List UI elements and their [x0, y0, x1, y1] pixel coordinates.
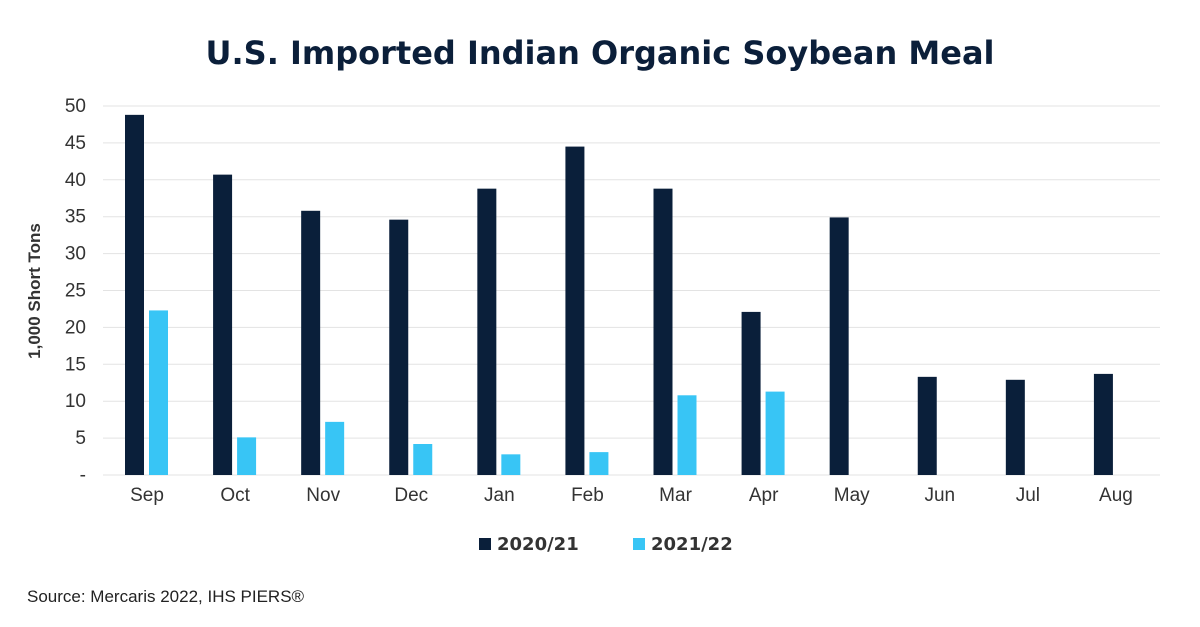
y-tick-label: 50 [65, 96, 86, 117]
bars [125, 114, 1113, 476]
bar-2021-22-mar [677, 395, 697, 475]
bar-2020-21-jan [477, 188, 497, 475]
bar-2020-21-sep [125, 114, 144, 475]
x-tick-label: Mar [659, 485, 692, 506]
y-tick-label: 45 [65, 133, 86, 154]
x-tick-label: Jun [924, 485, 955, 506]
legend-label: 2020/21 [497, 534, 579, 555]
x-tick-label: Jul [1016, 485, 1040, 506]
y-tick-label: 20 [65, 317, 86, 338]
y-tick-label: 25 [65, 281, 86, 302]
y-axis-ticks: - 5 10 15 20 25 30 35 40 45 50 [65, 96, 86, 486]
y-tick-label: 5 [75, 428, 86, 449]
legend: 2020/21 2021/22 [479, 534, 733, 555]
y-tick-label: 35 [65, 207, 86, 228]
bar-2020-21-oct [213, 174, 233, 475]
y-tick-label: 40 [65, 170, 86, 191]
bar-2020-21-mar [653, 188, 673, 475]
x-tick-label: Nov [306, 485, 340, 506]
gridlines [103, 105, 1160, 476]
y-tick-label: 10 [65, 391, 86, 412]
y-tick-label: 15 [65, 354, 86, 375]
source-note: Source: Mercaris 2022, IHS PIERS® [27, 587, 305, 606]
x-tick-label: Feb [571, 485, 604, 506]
x-tick-label: Dec [394, 485, 428, 506]
bar-2020-21-nov [301, 210, 321, 475]
x-tick-label: Apr [749, 485, 779, 506]
legend-swatch [633, 538, 645, 550]
bar-2021-22-apr [765, 391, 785, 475]
x-tick-label: Oct [220, 485, 250, 506]
y-tick-label: 30 [65, 244, 86, 265]
bar-2021-22-sep [149, 310, 168, 475]
bar-2020-21-feb [565, 146, 585, 475]
bar-2020-21-jun [917, 376, 937, 475]
legend-label: 2021/22 [651, 534, 733, 555]
y-axis-label: 1,000 Short Tons [25, 223, 44, 359]
bar-2021-22-feb [589, 452, 609, 475]
bar-2021-22-nov [325, 421, 345, 475]
bar-2020-21-dec [389, 219, 409, 475]
x-tick-label: Aug [1099, 485, 1133, 506]
bar-2021-22-dec [413, 444, 433, 475]
x-tick-label: Sep [130, 485, 164, 506]
bar-2021-22-jan [501, 454, 521, 475]
x-axis-ticks: Sep Oct Nov Dec Jan Feb Mar Apr May Jun Jul Aug [130, 485, 1133, 506]
bar-2020-21-apr [741, 311, 761, 475]
y-tick-label: - [80, 465, 86, 486]
bar-2021-22-oct [237, 437, 257, 475]
legend-swatch [479, 538, 491, 550]
bar-2020-21-aug [1093, 373, 1113, 475]
x-tick-label: May [834, 485, 870, 506]
chart-title: U.S. Imported Indian Organic Soybean Mea… [206, 34, 995, 72]
bar-2020-21-may [829, 217, 849, 476]
x-tick-label: Jan [484, 485, 515, 506]
bar-2020-21-jul [1005, 379, 1025, 475]
